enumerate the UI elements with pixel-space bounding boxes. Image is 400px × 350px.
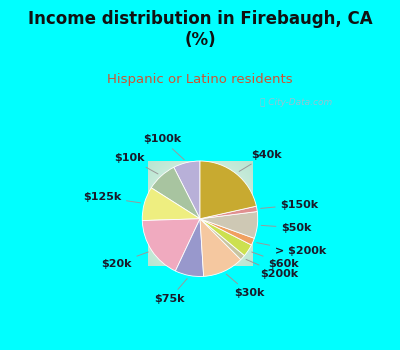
Text: > $200k: > $200k bbox=[257, 243, 326, 256]
Text: Income distribution in Firebaugh, CA
(%): Income distribution in Firebaugh, CA (%) bbox=[28, 10, 372, 49]
Wedge shape bbox=[200, 161, 256, 219]
Wedge shape bbox=[200, 211, 258, 238]
Text: $200k: $200k bbox=[246, 259, 299, 279]
Text: Hispanic or Latino residents: Hispanic or Latino residents bbox=[107, 74, 293, 86]
Text: $30k: $30k bbox=[226, 274, 264, 299]
Wedge shape bbox=[151, 167, 200, 219]
Text: $150k: $150k bbox=[261, 199, 319, 210]
Text: $125k: $125k bbox=[83, 192, 140, 203]
Text: $60k: $60k bbox=[252, 252, 299, 269]
Wedge shape bbox=[200, 219, 244, 260]
Wedge shape bbox=[142, 188, 200, 220]
Text: $75k: $75k bbox=[154, 279, 187, 304]
Text: $20k: $20k bbox=[101, 252, 148, 269]
Wedge shape bbox=[200, 219, 252, 256]
Text: $100k: $100k bbox=[143, 134, 184, 160]
Text: $10k: $10k bbox=[114, 153, 158, 174]
Text: ⓘ City-Data.com: ⓘ City-Data.com bbox=[260, 98, 333, 107]
Text: $50k: $50k bbox=[261, 223, 312, 233]
Wedge shape bbox=[200, 219, 241, 276]
Wedge shape bbox=[200, 206, 257, 219]
Text: $40k: $40k bbox=[239, 150, 282, 171]
Wedge shape bbox=[200, 219, 254, 245]
Wedge shape bbox=[142, 219, 200, 271]
Wedge shape bbox=[174, 161, 200, 219]
Wedge shape bbox=[176, 219, 204, 276]
